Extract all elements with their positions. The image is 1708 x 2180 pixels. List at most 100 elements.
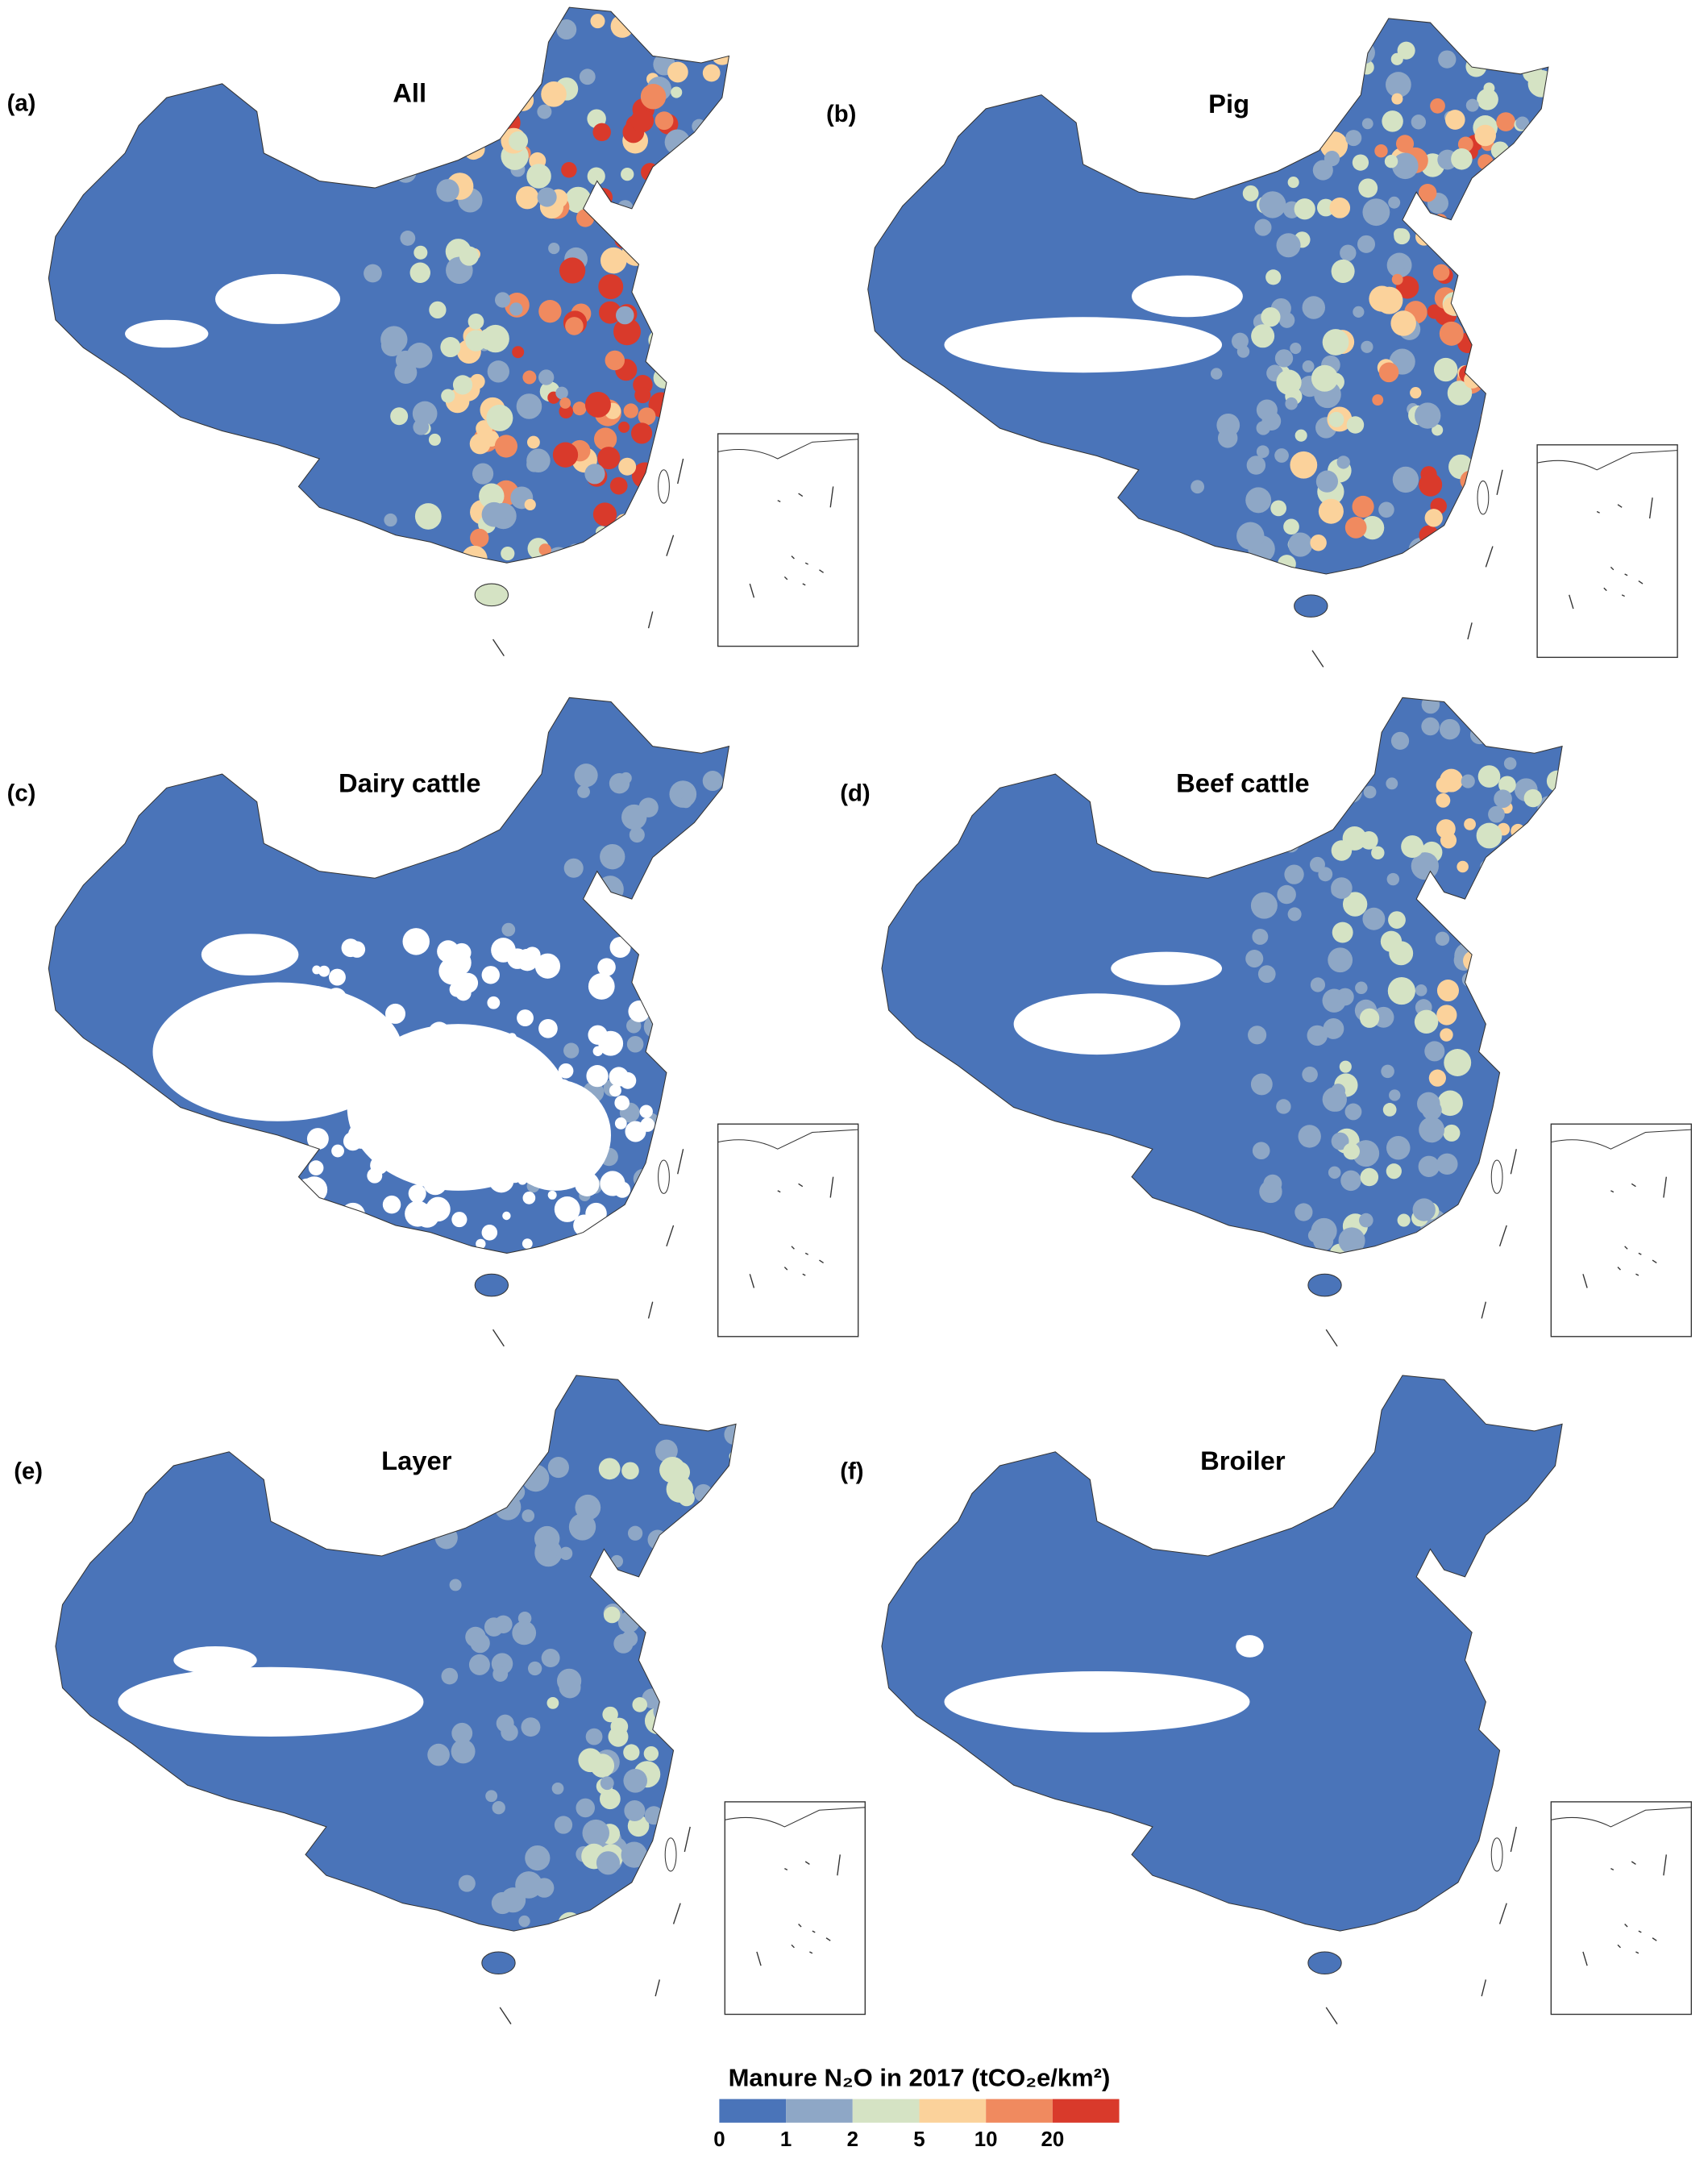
region [1527,1107,1544,1125]
region [1294,24,1308,40]
region [1556,877,1563,891]
region [701,864,723,885]
region [1378,501,1394,518]
region [492,1801,505,1815]
no-data-area [348,1074,362,1088]
region [479,483,505,509]
inset-frame [717,433,859,647]
region [654,1554,668,1569]
region [1394,228,1406,240]
region [1512,844,1540,872]
region [538,300,562,323]
region [1488,805,1505,823]
no-data-area [497,1038,516,1058]
region [413,245,428,260]
region [1427,304,1442,319]
region [709,218,729,246]
region [515,185,539,210]
region [643,1015,667,1038]
region [537,104,552,119]
region [714,418,729,432]
region [1511,930,1527,948]
region [1328,990,1341,1004]
region [1381,1064,1394,1079]
no-data-area [609,1067,629,1087]
region [1372,394,1384,406]
region [1444,1049,1472,1076]
region [1299,106,1328,134]
region [587,167,605,185]
region [1522,1065,1548,1090]
region [1440,718,1461,740]
region [1553,835,1563,858]
border-dashes [1325,1826,1517,2024]
region [1548,795,1563,813]
no-data-area [331,1144,344,1158]
country-outline [55,1375,737,1932]
region [713,248,725,261]
region [1430,98,1445,114]
region [1259,1179,1282,1204]
region [1340,64,1355,79]
region [1277,884,1296,905]
legend-tick-label: 10 [975,2128,998,2151]
region [667,1543,679,1555]
region [1288,532,1313,557]
no-data-area [944,1670,1250,1733]
region [1519,1196,1533,1209]
region [509,302,523,316]
no-data-area [428,1021,451,1044]
region [1302,579,1319,596]
region [1540,411,1548,438]
region [680,352,692,364]
region [728,1674,737,1696]
region [1509,987,1525,1002]
region [684,414,710,439]
inset-islands [1582,1854,1668,1966]
region [521,35,540,56]
region [626,553,640,564]
region [577,785,590,798]
country-outline [48,6,730,564]
region [525,1845,551,1871]
region [512,346,525,359]
panel-title: Dairy cattle [339,768,480,797]
region [1276,369,1302,395]
region [537,187,557,207]
region [1373,1006,1394,1028]
region [1314,772,1326,784]
region [1511,1088,1530,1106]
panel-label: (c) [7,780,36,807]
region [596,876,624,903]
region [1340,1170,1361,1192]
region [526,164,551,189]
region [1191,480,1205,494]
region [1486,181,1498,193]
region [1290,451,1318,479]
region [526,60,545,79]
region [1438,50,1457,69]
legend-tick-label: 5 [913,2128,925,2151]
region [1287,177,1299,189]
region [1278,555,1296,573]
no-data-area [588,973,615,1000]
region [1515,1041,1544,1069]
no-data-area [455,1118,464,1127]
region [1339,1060,1352,1073]
region [1483,1272,1507,1296]
panel-title: Broiler [1200,1446,1286,1475]
region [538,369,555,385]
region [1375,286,1403,314]
region [1461,774,1475,788]
no-data-area [539,1164,554,1179]
region [1336,456,1350,469]
region [1408,1249,1423,1254]
region [623,403,638,418]
region [468,71,487,90]
border-dashes [1325,1149,1517,1347]
region [1487,853,1510,875]
region [1501,1206,1522,1227]
no-data-area [517,1175,527,1185]
region [1490,141,1510,160]
no-data-area [507,1033,517,1042]
